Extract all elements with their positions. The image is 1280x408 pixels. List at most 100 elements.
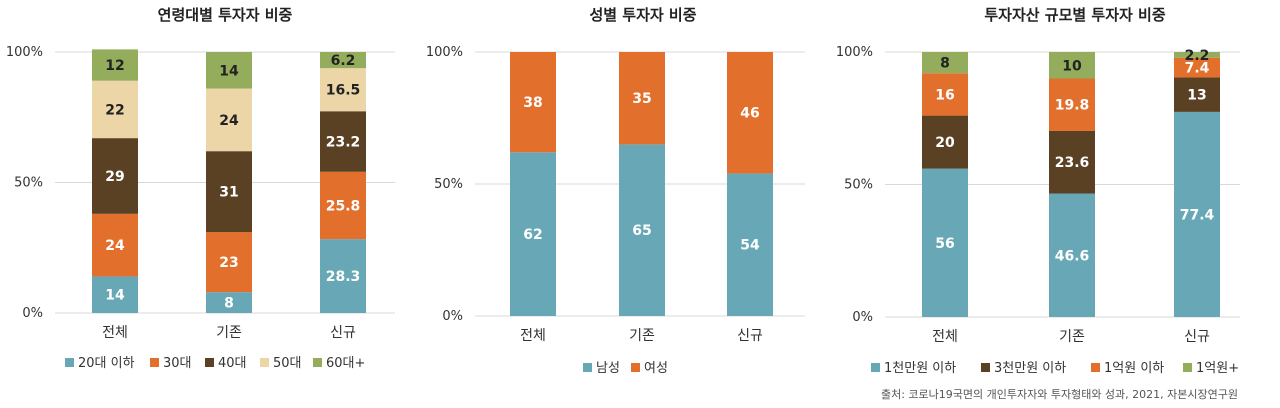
x-category-label: 신규 — [737, 328, 763, 344]
data-label: 22 — [105, 102, 124, 118]
data-label: 77.4 — [1180, 207, 1215, 223]
bar-segment — [320, 68, 366, 112]
legend-label: 1억원+ — [1196, 361, 1239, 376]
data-label: 25.8 — [326, 198, 361, 214]
data-label: 24 — [105, 238, 125, 254]
legend-item: 1천만원 이하 — [871, 361, 956, 376]
legend-item: 1억원 이하 — [1091, 361, 1164, 376]
x-category-label: 신규 — [1184, 329, 1210, 345]
data-label: 16 — [935, 87, 954, 103]
chart-panel: 연령대별 투자자 비중 100% 50% 0% 14 24 29 22 12 전체 8 23 31 24 1… — [6, 6, 395, 371]
data-label: 31 — [219, 185, 238, 201]
data-label: 46.6 — [1055, 248, 1090, 264]
bar-segment — [1049, 193, 1095, 317]
legend-item: 30대 — [150, 356, 192, 371]
bar-segment — [206, 232, 252, 293]
legend-label: 50대 — [273, 356, 302, 371]
x-category-label: 신규 — [330, 325, 356, 341]
data-label: 8 — [940, 56, 950, 72]
bar-segment — [92, 49, 138, 81]
legend-swatch — [260, 358, 269, 367]
data-label: 7.4 — [1185, 61, 1210, 77]
data-label: 23 — [219, 255, 238, 271]
bar-segment — [922, 168, 968, 317]
data-label: 6.2 — [331, 53, 356, 69]
y-tick-label: 100% — [426, 45, 463, 60]
legend-item: 1억원+ — [1183, 361, 1239, 376]
x-category-label: 기존 — [216, 325, 242, 341]
charts-layer: 연령대별 투자자 비중100%50%0%1424292212전체82331241… — [6, 6, 1240, 376]
legend-label: 3천만원 이하 — [994, 361, 1066, 376]
bar-segment — [510, 52, 556, 153]
legend-label: 남성 — [596, 361, 620, 376]
data-label: 56 — [935, 236, 954, 252]
bar-segment — [727, 52, 773, 174]
bar-segment — [320, 111, 366, 172]
data-label: 10 — [1062, 58, 1082, 74]
bar-segment — [1049, 78, 1095, 131]
bar-segment — [922, 52, 968, 74]
chart-title: 연령대별 투자자 비중 — [158, 6, 293, 24]
data-label: 29 — [105, 169, 124, 185]
bar-segment — [1049, 130, 1095, 194]
legend-label: 60대+ — [326, 356, 365, 371]
data-label: 54 — [740, 238, 760, 254]
bar-segment — [206, 151, 252, 233]
legend-swatch — [871, 363, 880, 372]
data-label: 16.5 — [326, 83, 361, 99]
x-category-label: 전체 — [102, 325, 128, 341]
bar-segment — [922, 115, 968, 169]
bar-segment — [92, 138, 138, 214]
data-label: 2.2 — [1185, 48, 1210, 64]
data-label: 20 — [935, 135, 955, 151]
legend-swatch — [150, 358, 159, 367]
x-category-label: 기존 — [629, 328, 655, 344]
legend-label: 40대 — [218, 356, 247, 371]
bar-segment — [1174, 52, 1220, 58]
y-tick-label: 100% — [6, 45, 43, 60]
bar-segment — [320, 52, 366, 69]
chart-title: 성별 투자자 비중 — [589, 6, 696, 24]
bar-segment — [206, 88, 252, 152]
bar-segment — [92, 80, 138, 139]
bar-segment — [922, 73, 968, 116]
y-tick-label: 0% — [22, 306, 43, 321]
legend-label: 여성 — [644, 361, 668, 376]
y-tick-label: 100% — [836, 45, 873, 60]
bar-segment — [510, 152, 556, 316]
legend-item: 50대 — [260, 356, 302, 371]
legend-item: 남성 — [583, 361, 620, 376]
data-label: 38 — [523, 95, 542, 111]
bar-segment — [1049, 52, 1095, 79]
bar-segment — [206, 292, 252, 313]
y-tick-label: 50% — [14, 176, 43, 191]
legend-swatch — [1183, 363, 1192, 372]
x-category-label: 전체 — [932, 329, 958, 345]
data-label: 65 — [632, 223, 651, 239]
y-tick-label: 0% — [442, 309, 463, 324]
bar-segment — [320, 171, 366, 240]
legend-swatch — [981, 363, 990, 372]
data-label: 46 — [740, 106, 759, 122]
source-note: 출처: 코로나19국면의 개인투자자와 투자형태와 성과, 2021, 자본시장… — [881, 388, 1238, 401]
chart-panel: 투자자산 규모별 투자자 비중 100% 50% 0% 56 20 16 8 전체 46.6 23.… — [836, 6, 1240, 376]
y-tick-label: 50% — [434, 177, 463, 192]
data-label: 35 — [632, 91, 651, 107]
data-label: 12 — [105, 58, 124, 74]
data-label: 23.2 — [326, 135, 361, 151]
legend-label: 1억원 이하 — [1104, 361, 1164, 376]
data-label: 28.3 — [326, 269, 361, 285]
bar-segment — [727, 173, 773, 316]
bar-segment — [92, 276, 138, 313]
y-tick-label: 50% — [844, 178, 873, 193]
legend-label: 20대 이하 — [78, 356, 135, 371]
bar-segment — [1174, 57, 1220, 78]
legend-item: 60대+ — [313, 356, 365, 371]
legend-item: 3천만원 이하 — [981, 361, 1066, 376]
bar-segment — [320, 239, 366, 313]
bar-segment — [206, 52, 252, 89]
data-label: 14 — [105, 288, 125, 304]
legend-label: 30대 — [163, 356, 192, 371]
